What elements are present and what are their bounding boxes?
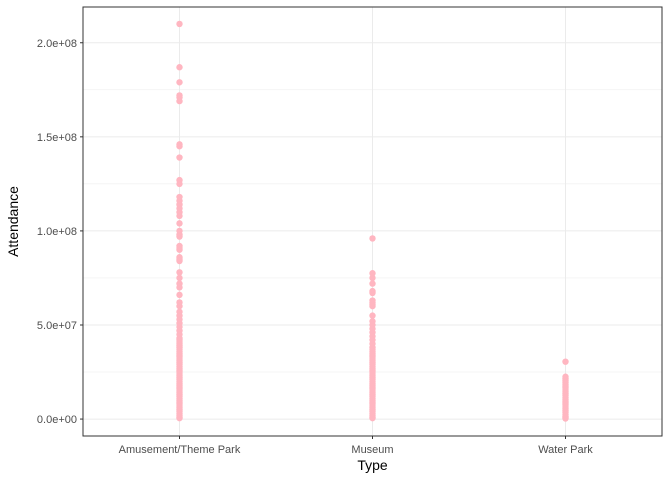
data-point: [369, 270, 376, 277]
y-axis-title: Attendance: [5, 186, 21, 257]
data-point: [176, 257, 183, 265]
data-point: [369, 312, 376, 319]
data-point: [176, 269, 183, 276]
x-tick-label: Amusement/Theme Park: [119, 444, 241, 456]
data-point: [369, 289, 376, 297]
x-tick-label: Water Park: [538, 444, 593, 456]
data-points: [176, 20, 569, 422]
data-point: [176, 64, 183, 71]
data-point: [176, 302, 183, 310]
y-tick-label: 5.0e+07: [37, 320, 77, 332]
data-point: [176, 20, 183, 28]
y-tick-label: 2.0e+08: [37, 38, 77, 50]
data-point: [176, 154, 183, 161]
data-point: [369, 414, 376, 422]
data-point: [369, 235, 376, 242]
data-point: [369, 280, 376, 287]
y-tick-label: 1.5e+08: [37, 132, 77, 144]
y-tick-label: 1.0e+08: [37, 226, 77, 238]
data-point: [176, 233, 183, 240]
data-point: [562, 358, 569, 365]
x-axis-title: Type: [357, 457, 388, 473]
data-point: [176, 220, 183, 227]
data-point: [176, 246, 183, 253]
data-point: [369, 302, 376, 310]
y-tick-label: 0.0e+00: [37, 414, 77, 426]
data-point: [176, 414, 183, 422]
data-point: [176, 143, 183, 150]
data-point: [176, 212, 183, 220]
data-point: [562, 415, 569, 422]
y-axis-ticks: 0.0e+00 5.0e+07 1.0e+08 1.5e+08 2.0e+08: [37, 38, 83, 426]
data-point: [176, 79, 183, 86]
data-point: [176, 284, 183, 291]
data-point: [176, 97, 183, 105]
x-tick-label: Museum: [351, 444, 393, 456]
data-point: [176, 291, 183, 299]
data-point: [176, 180, 183, 188]
data-point: [369, 274, 376, 282]
x-axis-ticks: Amusement/Theme Park Museum Water Park: [119, 436, 593, 456]
data-point: [176, 274, 183, 282]
